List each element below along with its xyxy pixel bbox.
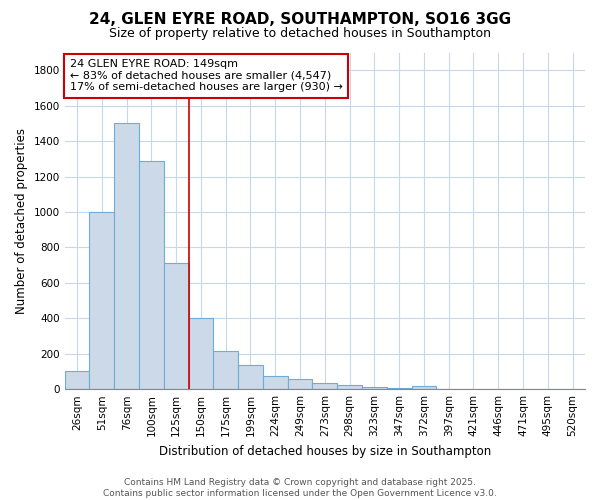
Text: 24, GLEN EYRE ROAD, SOUTHAMPTON, SO16 3GG: 24, GLEN EYRE ROAD, SOUTHAMPTON, SO16 3G… (89, 12, 511, 28)
Bar (139, 160, 164, 389)
Bar (114, 124, 139, 389)
Bar (214, 351, 238, 389)
Bar (188, 318, 214, 389)
Bar (313, 383, 337, 389)
Bar (89, 212, 114, 389)
Bar (287, 378, 313, 389)
Text: Size of property relative to detached houses in Southampton: Size of property relative to detached ho… (109, 28, 491, 40)
Bar (387, 388, 412, 389)
Text: Contains HM Land Registry data © Crown copyright and database right 2025.
Contai: Contains HM Land Registry data © Crown c… (103, 478, 497, 498)
Bar (412, 386, 436, 389)
Text: 24 GLEN EYRE ROAD: 149sqm
← 83% of detached houses are smaller (4,547)
17% of se: 24 GLEN EYRE ROAD: 149sqm ← 83% of detac… (70, 59, 343, 92)
Bar (164, 264, 188, 389)
Y-axis label: Number of detached properties: Number of detached properties (15, 128, 28, 314)
Bar (263, 376, 287, 389)
X-axis label: Distribution of detached houses by size in Southampton: Distribution of detached houses by size … (159, 444, 491, 458)
Bar (65, 370, 89, 389)
Bar (238, 366, 263, 389)
Bar (362, 386, 387, 389)
Bar (337, 385, 362, 389)
